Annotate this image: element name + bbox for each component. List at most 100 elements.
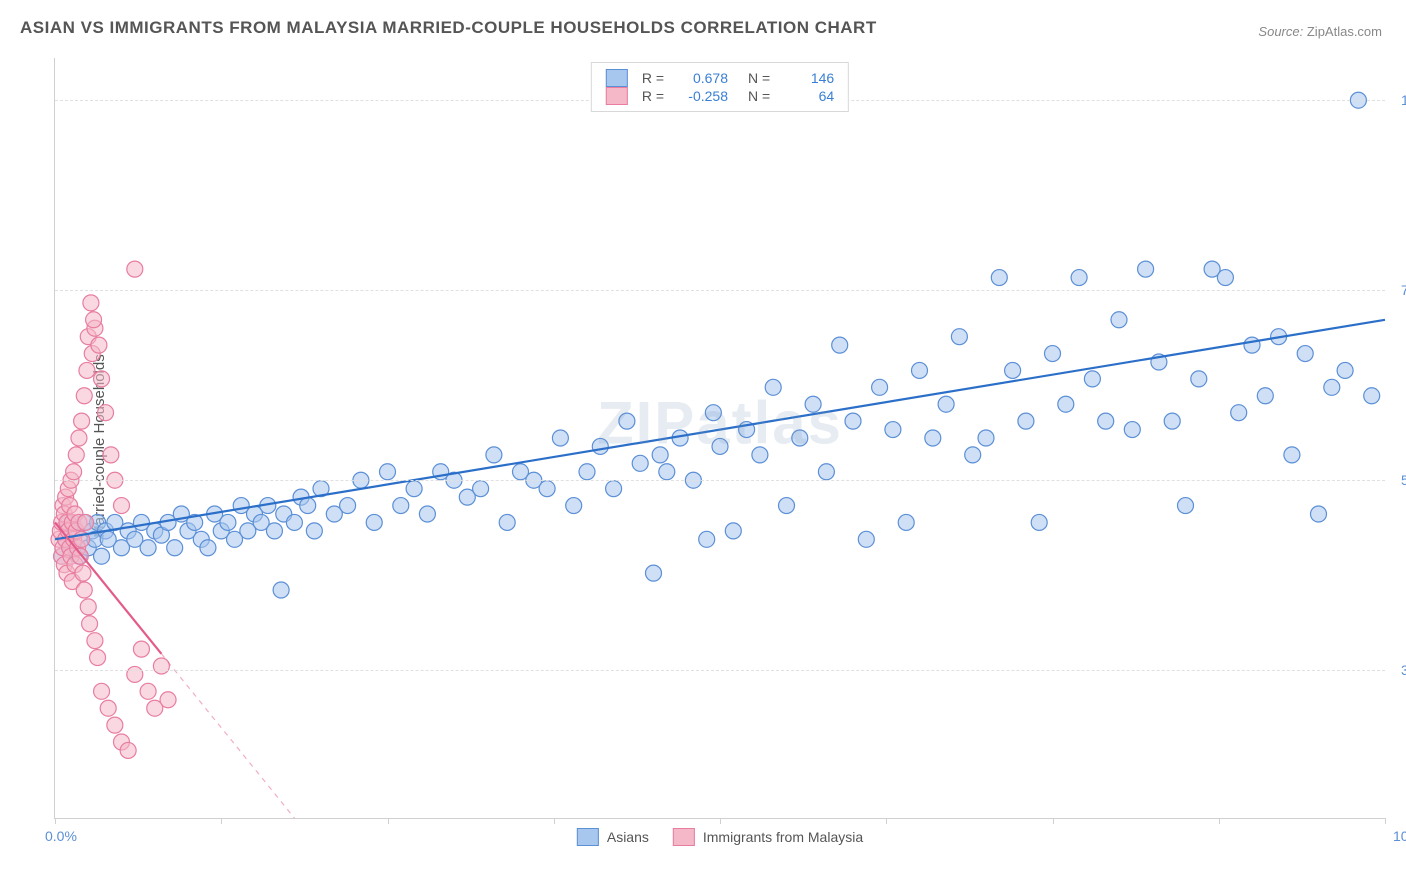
data-point	[1138, 261, 1154, 277]
correlation-legend: R = 0.678 N = 146 R = -0.258 N = 64	[591, 62, 849, 112]
r-value-asians: 0.678	[674, 70, 728, 86]
source-label: Source:	[1258, 24, 1303, 39]
data-point	[1084, 371, 1100, 387]
data-point	[82, 616, 98, 632]
data-point	[499, 514, 515, 530]
x-tick	[554, 818, 555, 824]
data-point	[951, 329, 967, 345]
series-legend: Asians Immigrants from Malaysia	[577, 828, 863, 846]
x-tick	[55, 818, 56, 824]
data-point	[991, 270, 1007, 286]
swatch-malaysia-bottom	[673, 828, 695, 846]
data-point	[419, 506, 435, 522]
data-point	[406, 481, 422, 497]
data-point	[1231, 405, 1247, 421]
data-point	[90, 650, 106, 666]
legend-row-asians: R = 0.678 N = 146	[606, 69, 834, 87]
plot-area: R = 0.678 N = 146 R = -0.258 N = 64 ZIPa…	[54, 58, 1385, 819]
data-point	[100, 700, 116, 716]
data-point	[167, 540, 183, 556]
data-point	[306, 523, 322, 539]
data-point	[114, 498, 130, 514]
data-point	[1071, 270, 1087, 286]
r-label: R =	[642, 88, 664, 104]
x-tick	[1385, 818, 1386, 824]
data-point	[1031, 514, 1047, 530]
r-label: R =	[642, 70, 664, 86]
data-point	[200, 540, 216, 556]
data-point	[94, 683, 110, 699]
x-tick	[1219, 818, 1220, 824]
x-tick	[886, 818, 887, 824]
data-point	[94, 371, 110, 387]
data-point	[579, 464, 595, 480]
data-point	[1244, 337, 1260, 353]
x-tick	[1053, 818, 1054, 824]
data-point	[832, 337, 848, 353]
gridline	[55, 290, 1385, 291]
x-tick	[720, 818, 721, 824]
data-point	[1311, 506, 1327, 522]
data-point	[68, 447, 84, 463]
data-point	[87, 633, 103, 649]
data-point	[366, 514, 382, 530]
data-point	[393, 498, 409, 514]
data-point	[632, 455, 648, 471]
data-point	[965, 447, 981, 463]
gridline	[55, 670, 1385, 671]
data-point	[380, 464, 396, 480]
y-tick-label: 55.0%	[1389, 472, 1406, 488]
data-point	[539, 481, 555, 497]
x-tick	[388, 818, 389, 824]
n-label: N =	[748, 88, 770, 104]
data-point	[552, 430, 568, 446]
data-point	[1257, 388, 1273, 404]
data-point	[98, 405, 114, 421]
data-point	[699, 531, 715, 547]
swatch-malaysia	[606, 87, 628, 105]
data-point	[473, 481, 489, 497]
r-value-malaysia: -0.258	[674, 88, 728, 104]
data-point	[340, 498, 356, 514]
data-point	[606, 481, 622, 497]
data-point	[1164, 413, 1180, 429]
data-point	[1098, 413, 1114, 429]
data-point	[792, 430, 808, 446]
x-tick	[221, 818, 222, 824]
chart-title: ASIAN VS IMMIGRANTS FROM MALAYSIA MARRIE…	[20, 18, 877, 38]
data-point	[127, 261, 143, 277]
data-point	[86, 312, 102, 328]
data-point	[140, 683, 156, 699]
data-point	[725, 523, 741, 539]
swatch-asians	[606, 69, 628, 87]
x-axis-min-label: 0.0%	[45, 828, 77, 844]
y-tick-label: 100.0%	[1389, 92, 1406, 108]
legend-label-asians: Asians	[607, 829, 649, 845]
data-point	[1124, 422, 1140, 438]
data-point	[652, 447, 668, 463]
data-point	[752, 447, 768, 463]
data-point	[76, 582, 92, 598]
data-point	[71, 430, 87, 446]
gridline	[55, 480, 1385, 481]
data-point	[646, 565, 662, 581]
source-name: ZipAtlas.com	[1307, 24, 1382, 39]
data-point	[220, 514, 236, 530]
data-point	[83, 295, 99, 311]
data-point	[872, 379, 888, 395]
data-point	[140, 540, 156, 556]
data-point	[486, 447, 502, 463]
data-point	[75, 565, 91, 581]
n-value-malaysia: 64	[780, 88, 834, 104]
data-point	[66, 464, 82, 480]
legend-row-malaysia: R = -0.258 N = 64	[606, 87, 834, 105]
y-tick-label: 77.5%	[1389, 282, 1406, 298]
data-point	[1191, 371, 1207, 387]
data-point	[1217, 270, 1233, 286]
trend-line-dashed	[161, 654, 294, 818]
legend-label-malaysia: Immigrants from Malaysia	[703, 829, 863, 845]
data-point	[805, 396, 821, 412]
data-point	[1045, 346, 1061, 362]
data-point	[127, 666, 143, 682]
data-point	[153, 658, 169, 674]
